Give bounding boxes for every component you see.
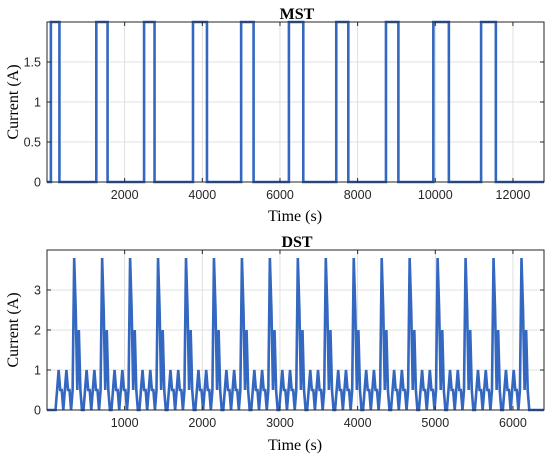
dst-xtick-label: 3000 <box>266 416 294 430</box>
mst-panel: MST 2000 4000 6000 8000 10000 12000 0 0.5 1 1.5 T… <box>5 6 545 225</box>
mst-xtick-label: 2000 <box>111 188 139 202</box>
dst-xtick-label: 1000 <box>111 416 139 430</box>
mst-xlabel: Time (s) <box>268 208 322 225</box>
dst-ytick-label: 2 <box>34 324 41 338</box>
dst-ytick-label: 1 <box>34 364 41 378</box>
mst-xtick-label: 12000 <box>496 188 531 202</box>
dst-xlabel: Time (s) <box>268 437 322 454</box>
dst-current-series-line <box>47 257 544 412</box>
mst-ytick-label: 0.5 <box>24 136 41 150</box>
dst-xtick-label: 6000 <box>499 416 527 430</box>
dst-title: DST <box>281 234 312 251</box>
dst-xtick-label: 5000 <box>421 416 449 430</box>
mst-xtick-label: 8000 <box>344 188 372 202</box>
mst-xtick-label: 4000 <box>188 188 216 202</box>
mst-ytick-label: 0 <box>34 176 41 190</box>
dst-ytick-label: 3 <box>34 284 41 298</box>
dst-xtick-label: 2000 <box>188 416 216 430</box>
dst-ylabel: Current (A) <box>5 292 22 367</box>
dst-ticks: 1000 2000 3000 4000 5000 6000 0 1 2 3 <box>34 250 544 430</box>
mst-ticks: 2000 4000 6000 8000 10000 12000 0 0.5 1 1.5 <box>24 22 544 202</box>
mst-title: MST <box>280 6 315 23</box>
dst-panel: DST 1000 2000 3000 4000 5000 6000 0 1 2 3 Time (s… <box>5 234 545 454</box>
mst-ytick-label: 1 <box>34 96 41 110</box>
dst-signal <box>47 257 544 412</box>
mst-ytick-label: 1.5 <box>24 56 41 70</box>
dst-ytick-label: 0 <box>34 404 41 418</box>
mst-xtick-label: 6000 <box>266 188 294 202</box>
mst-xtick-label: 10000 <box>418 188 453 202</box>
mst-ylabel: Current (A) <box>5 64 22 139</box>
dst-xtick-label: 4000 <box>344 416 372 430</box>
mst-grid <box>47 22 544 183</box>
